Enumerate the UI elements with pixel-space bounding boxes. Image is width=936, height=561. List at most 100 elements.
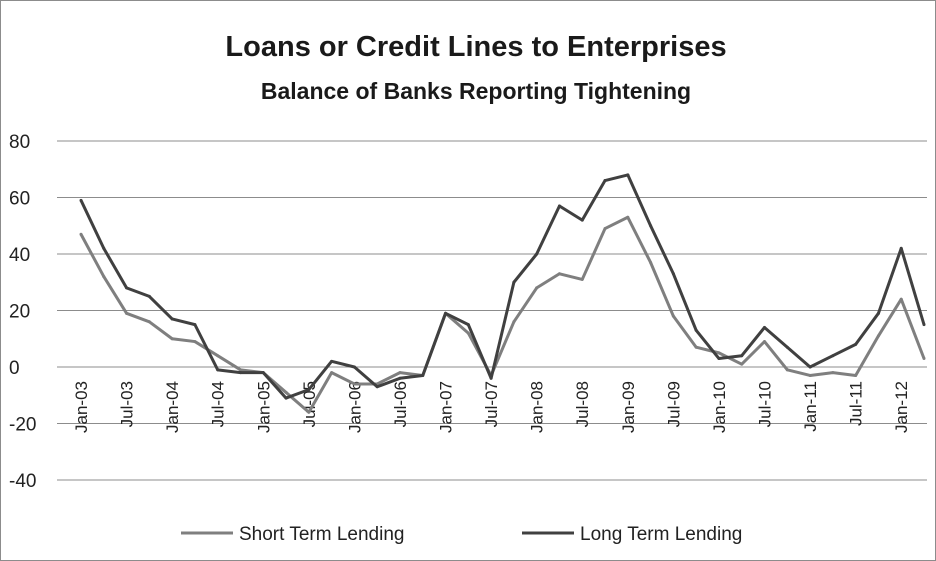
x-tick-label: Jul-09 xyxy=(664,381,683,427)
data-point xyxy=(649,224,653,228)
data-point xyxy=(102,246,106,250)
data-point xyxy=(535,286,539,290)
x-tick-label: Jan-11 xyxy=(801,381,820,432)
data-point xyxy=(922,323,926,327)
data-point xyxy=(603,227,607,231)
data-point xyxy=(899,246,903,250)
data-point xyxy=(307,388,311,392)
data-point xyxy=(626,215,630,219)
x-tick-label: Jul-06 xyxy=(391,381,410,427)
data-point xyxy=(352,365,356,369)
x-tick-label: Jan-06 xyxy=(345,381,364,433)
data-point xyxy=(717,351,721,355)
x-tick-label: Jul-10 xyxy=(756,381,775,427)
x-tick-label: Jul-04 xyxy=(209,381,228,427)
data-point xyxy=(284,396,288,400)
data-point xyxy=(489,376,493,380)
y-axis-ticks: -40 -20 0 20 40 60 80 xyxy=(9,132,36,492)
data-point xyxy=(671,314,675,318)
y-tick-label: 80 xyxy=(9,132,30,153)
data-point xyxy=(398,376,402,380)
data-point xyxy=(216,368,220,372)
data-point xyxy=(831,371,835,375)
series-short-term-lending xyxy=(79,215,926,414)
data-point xyxy=(626,173,630,177)
data-point xyxy=(899,297,903,301)
data-point xyxy=(740,354,744,358)
series-long-term-lending xyxy=(79,173,926,400)
data-point xyxy=(671,272,675,276)
x-tick-label: Jan-07 xyxy=(437,381,456,433)
chart-title: Loans or Credit Lines to Enterprises xyxy=(225,31,726,63)
y-tick-label: 40 xyxy=(9,245,30,266)
data-point xyxy=(580,218,584,222)
data-point xyxy=(763,325,767,329)
data-point xyxy=(831,354,835,358)
y-tick-label: -20 xyxy=(9,415,36,436)
data-point xyxy=(785,368,789,372)
x-tick-label: Jan-12 xyxy=(892,381,911,433)
legend-label: Long Term Lending xyxy=(580,524,742,545)
x-tick-label: Jan-08 xyxy=(528,381,547,433)
data-point xyxy=(398,371,402,375)
data-point xyxy=(147,320,151,324)
x-tick-label: Jan-09 xyxy=(619,381,638,433)
data-point xyxy=(785,345,789,349)
data-point xyxy=(922,357,926,361)
data-point xyxy=(79,198,83,202)
data-point xyxy=(649,260,653,264)
data-point xyxy=(535,252,539,256)
legend-item: Long Term Lending xyxy=(522,524,742,545)
data-point xyxy=(193,323,197,327)
data-point xyxy=(557,204,561,208)
y-tick-label: -40 xyxy=(9,471,36,492)
x-axis-ticks: Jan-03 Jul-03 Jan-04 Jul-04 Jan-05 Jul-05 Jan-… xyxy=(72,381,911,433)
data-point xyxy=(512,280,516,284)
x-tick-label: Jan-10 xyxy=(710,381,729,433)
data-point xyxy=(330,371,334,375)
x-tick-label: Jan-03 xyxy=(72,381,91,433)
data-point xyxy=(330,359,334,363)
data-point xyxy=(102,275,106,279)
y-tick-label: 20 xyxy=(9,302,30,323)
data-point xyxy=(603,179,607,183)
data-point xyxy=(854,373,858,377)
data-point xyxy=(125,286,129,290)
data-point xyxy=(170,337,174,341)
x-tick-label: Jul-11 xyxy=(847,381,866,426)
legend-label: Short Term Lending xyxy=(239,524,404,545)
data-point xyxy=(444,311,448,315)
data-point xyxy=(512,320,516,324)
data-point xyxy=(307,410,311,414)
data-point xyxy=(147,294,151,298)
data-point xyxy=(694,328,698,332)
legend-item: Short Term Lending xyxy=(181,524,404,545)
data-point xyxy=(876,334,880,338)
series-line-short-term-lending xyxy=(79,215,926,414)
data-point xyxy=(740,362,744,366)
data-point xyxy=(79,232,83,236)
data-point xyxy=(808,373,812,377)
data-point xyxy=(238,371,242,375)
y-tick-label: 0 xyxy=(9,358,20,379)
data-point xyxy=(238,368,242,372)
gridlines xyxy=(57,140,927,481)
x-tick-label: Jan-05 xyxy=(254,381,273,433)
x-tick-label: Jan-04 xyxy=(163,381,182,433)
data-point xyxy=(808,365,812,369)
legend: Short Term Lending Long Term Lending xyxy=(181,524,742,545)
data-point xyxy=(466,331,470,335)
data-point xyxy=(261,371,265,375)
data-point xyxy=(193,340,197,344)
data-point xyxy=(717,357,721,361)
data-point xyxy=(557,272,561,276)
data-point xyxy=(352,382,356,386)
data-point xyxy=(216,354,220,358)
x-tick-label: Jul-03 xyxy=(118,381,137,427)
series-line-long-term-lending xyxy=(79,173,926,400)
chart-subtitle: Balance of Banks Reporting Tightening xyxy=(261,78,691,104)
series-lines xyxy=(79,173,926,414)
x-tick-label: Jul-07 xyxy=(482,381,501,427)
